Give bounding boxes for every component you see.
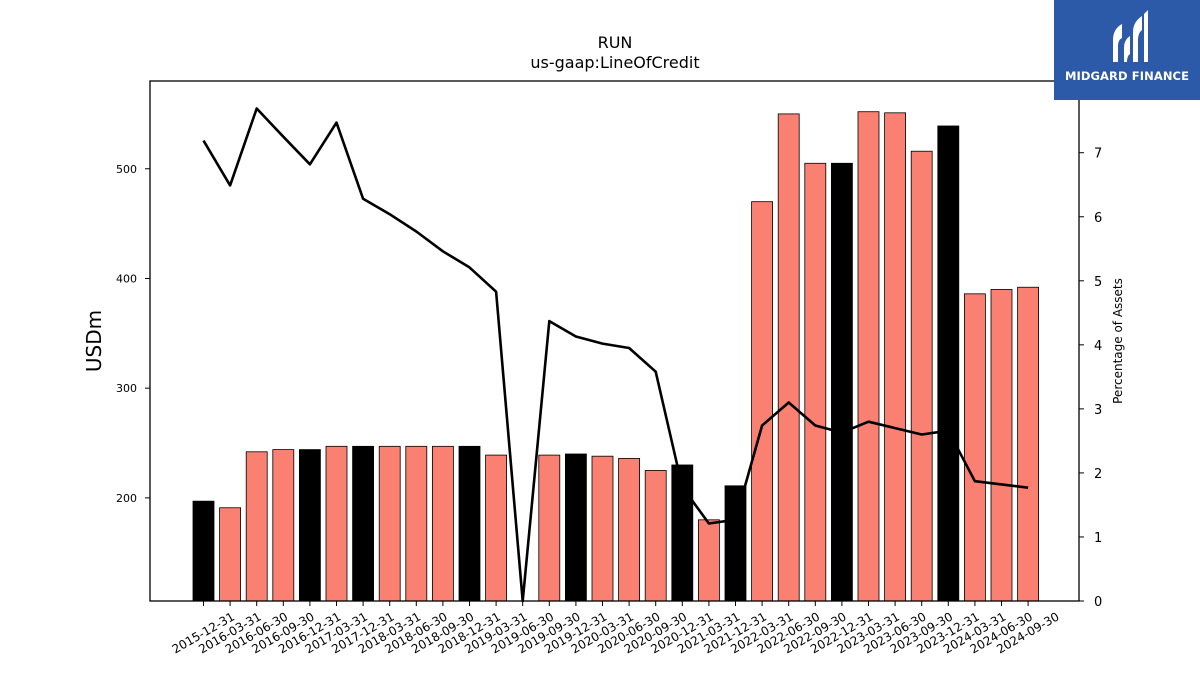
- bar-2024-03-31: [964, 293, 986, 602]
- bar-2018-12-31: [458, 445, 481, 602]
- bar-2016-12-31: [298, 449, 321, 602]
- bar-2016-09-30: [272, 449, 295, 602]
- y-tick-label: 300: [116, 382, 137, 395]
- y2-axis-label: Percentage of Assets: [1111, 278, 1125, 404]
- y2-tick-label: 1: [1094, 531, 1102, 546]
- bar-2022-03-31: [751, 201, 773, 602]
- plot-frame: [149, 80, 1080, 602]
- bar-2023-12-31: [937, 125, 960, 602]
- line-series: [202, 107, 1029, 603]
- bar-2015-12-31: [192, 500, 215, 602]
- bar-2019-12-31: [565, 453, 587, 602]
- chart-title: RUN: [598, 33, 633, 52]
- bar-2024-06-30: [990, 289, 1013, 602]
- y2-tick-label: 0: [1094, 595, 1102, 610]
- y2-tick-label: 6: [1094, 211, 1102, 226]
- logo-text: MIDGARD FINANCE: [1064, 69, 1190, 83]
- bar-2018-09-30: [431, 445, 454, 602]
- bar-2023-03-31: [857, 111, 880, 602]
- right-axis: 0 1 2 3 4 5 6 7: [1079, 147, 1102, 610]
- bar-2017-03-31: [325, 445, 348, 602]
- bar-2021-12-31: [724, 485, 747, 602]
- bar-2018-06-30: [405, 445, 428, 602]
- bar-2021-03-31: [698, 519, 720, 602]
- bar-2024-09-30: [1017, 286, 1039, 602]
- left-axis: 200 300 400 500: [116, 163, 150, 505]
- bar-2023-06-30: [884, 112, 906, 602]
- bar-2020-06-30: [618, 457, 640, 602]
- bar-2020-03-31: [591, 455, 614, 602]
- y2-tick-label: 2: [1094, 467, 1102, 482]
- bar-2023-09-30: [910, 150, 933, 602]
- y-axis-label: USDm: [82, 310, 106, 372]
- x-axis: 2015-12-312016-03-312016-06-302016-09-30…: [170, 601, 1062, 656]
- percentage-line: [202, 107, 1029, 603]
- y-tick-label: 200: [116, 492, 137, 505]
- y-tick-label: 500: [116, 163, 137, 176]
- bar-2022-12-31: [831, 162, 853, 602]
- bar-2020-09-30: [644, 470, 667, 602]
- bar-2022-06-30: [777, 113, 800, 602]
- y2-tick-label: 5: [1094, 275, 1102, 290]
- chart-subtitle: us-gaap:LineOfCredit: [530, 53, 699, 72]
- bar-2022-09-30: [804, 162, 827, 602]
- y2-tick-label: 7: [1094, 147, 1102, 162]
- y-tick-label: 400: [116, 272, 137, 285]
- bar-series: [192, 111, 1039, 602]
- bar-2019-09-30: [538, 454, 561, 602]
- midgard-logo-icon: [1113, 10, 1148, 62]
- midgard-finance-logo: MIDGARD FINANCE: [1054, 0, 1200, 100]
- bar-2018-03-31: [378, 445, 401, 602]
- bar-2017-12-31: [352, 445, 375, 602]
- y2-tick-label: 4: [1094, 339, 1102, 354]
- y2-tick-label: 3: [1094, 403, 1102, 418]
- bar-2019-03-31: [485, 454, 508, 602]
- bar-2016-06-30: [245, 451, 268, 602]
- bar-2016-03-31: [219, 507, 242, 602]
